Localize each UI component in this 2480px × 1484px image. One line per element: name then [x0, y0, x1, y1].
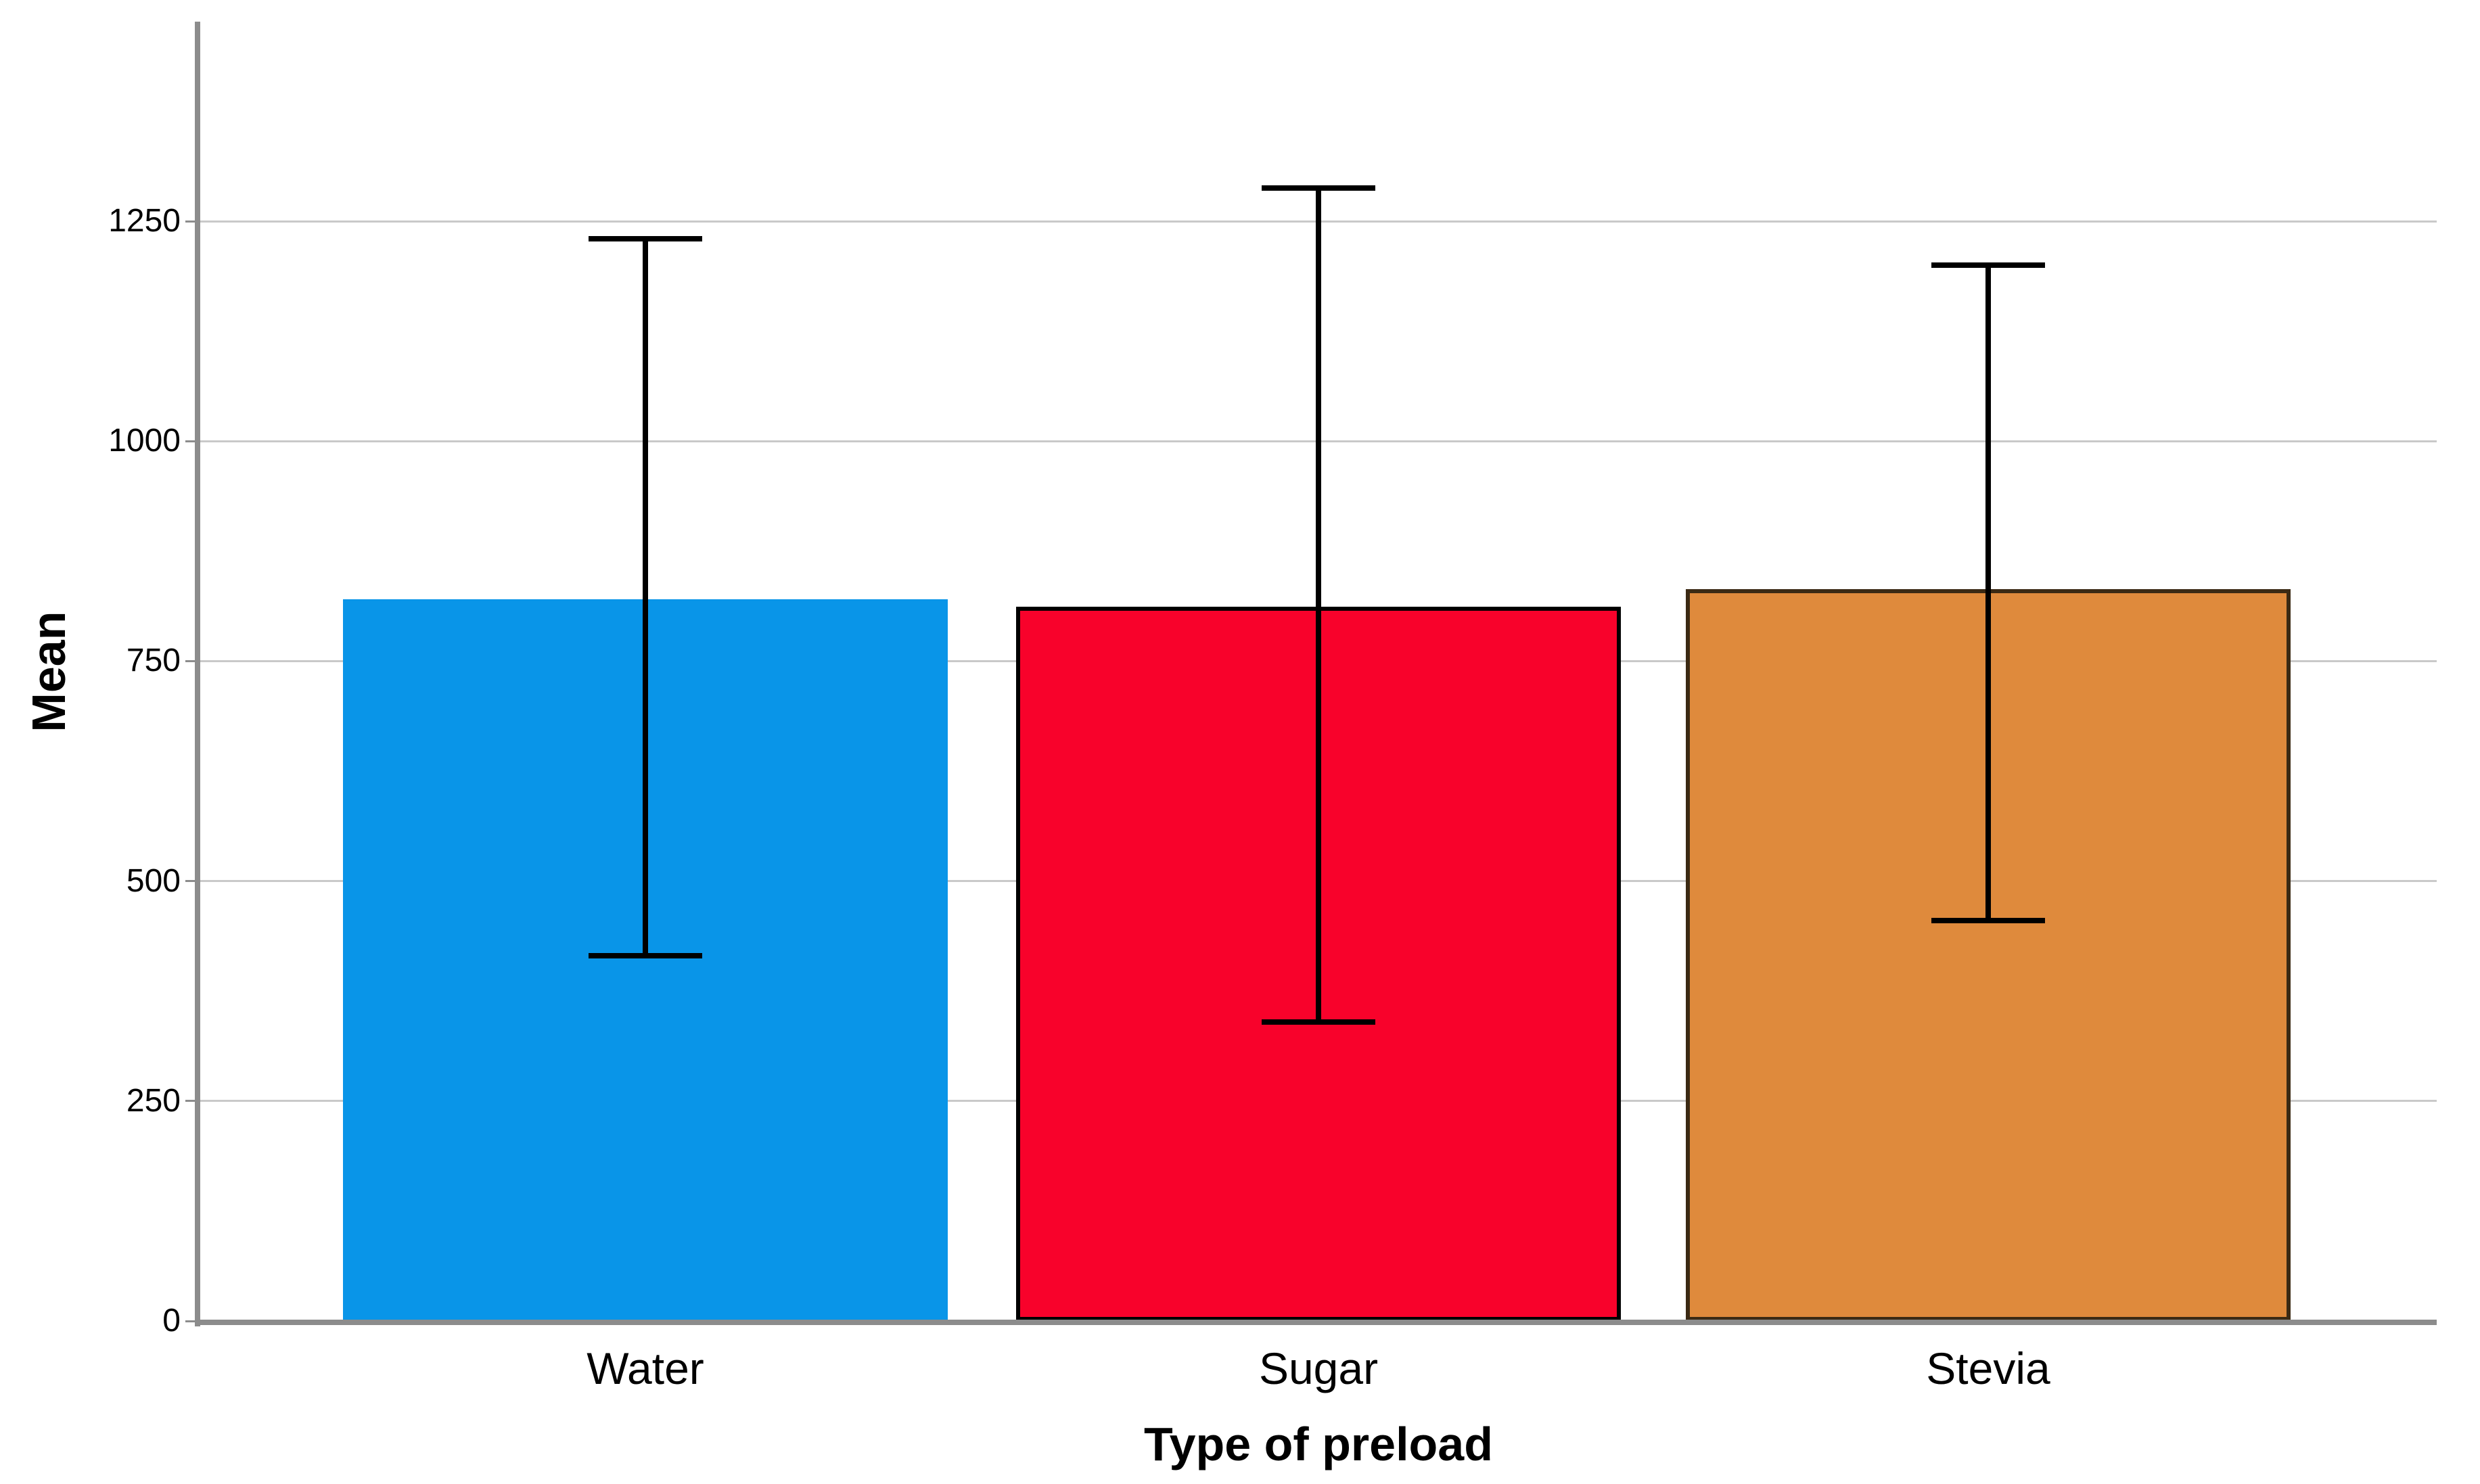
y-axis-line: [195, 22, 200, 1326]
y-tick-label-1250: 1250: [108, 203, 181, 239]
y-axis-tick-1000: [185, 440, 195, 442]
y-tick-label-500: 500: [126, 862, 181, 899]
error-bar-cap-top-water: [589, 236, 702, 242]
y-axis-tick-0: [185, 1320, 195, 1322]
y-tick-label-250: 250: [126, 1082, 181, 1119]
x-tick-label-water: Water: [587, 1343, 704, 1393]
y-tick-label-1000: 1000: [108, 423, 181, 459]
error-bar-cap-top-sugar: [1262, 185, 1375, 191]
y-tick-label-0: 0: [162, 1303, 181, 1339]
error-bar-line-water: [643, 239, 648, 956]
x-axis-line: [195, 1320, 2437, 1325]
y-axis-tick-750: [185, 659, 195, 662]
x-axis-title: Type of preload: [1144, 1418, 1493, 1470]
error-bar-cap-top-stevia: [1931, 262, 2045, 269]
error-bar-cap-bottom-water: [589, 953, 702, 959]
error-bar-line-sugar: [1316, 187, 1321, 1022]
error-bar-line-stevia: [1985, 265, 1991, 921]
y-axis-title: Mean: [22, 611, 75, 732]
y-axis-tick-1250: [185, 220, 195, 223]
error-bar-cap-bottom-sugar: [1262, 1019, 1375, 1025]
y-axis-tick-500: [185, 880, 195, 883]
y-axis-tick-250: [185, 1100, 195, 1103]
x-tick-label-sugar: Sugar: [1258, 1343, 1379, 1393]
x-tick-label-stevia: Stevia: [1926, 1343, 2050, 1393]
y-tick-label-750: 750: [126, 643, 181, 679]
error-bar-cap-bottom-stevia: [1931, 918, 2045, 924]
